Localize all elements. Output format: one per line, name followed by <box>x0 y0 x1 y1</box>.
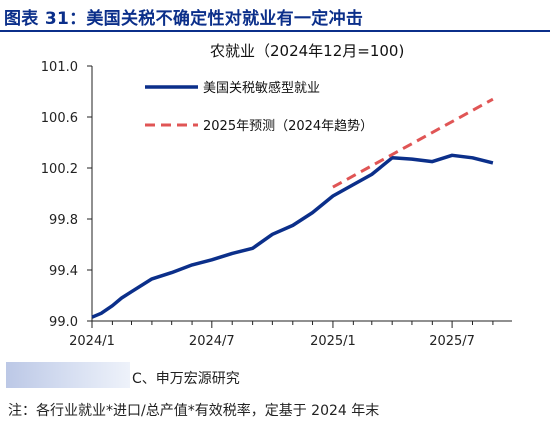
series-line-actual <box>91 153 494 319</box>
source-logo-band <box>6 362 130 388</box>
title-underline <box>0 30 550 32</box>
legend-label-actual: 美国关税敏感型就业 <box>203 80 320 96</box>
y-tick-label: 101.0 <box>41 60 78 75</box>
x-tick-label: 2024/1 <box>69 334 115 349</box>
legend: 美国关税敏感型就业 2025年预测（2024年趋势） <box>145 80 373 134</box>
y-tick-label: 99.4 <box>49 264 78 279</box>
x-tick-label: 2025/7 <box>429 334 475 349</box>
series-line-forecast <box>332 97 494 189</box>
figure-title: 图表 31：美国关税不确定性对就业有一定冲击 <box>4 9 364 29</box>
y-tick-label: 100.2 <box>41 162 78 177</box>
chart-title: 农就业（2024年12月=100) <box>210 42 404 60</box>
legend-label-forecast: 2025年预测（2024年趋势） <box>203 118 373 134</box>
series-layer <box>91 97 494 319</box>
y-tick-label: 99.0 <box>49 315 78 330</box>
y-axis: 99.0 99.4 99.8 100.2 100.6 101.0 <box>41 60 93 330</box>
x-tick-label: 2024/7 <box>189 334 235 349</box>
footnote: 注：各行业就业*进口/总产值*有效税率，定基于 2024 年末 <box>8 403 380 419</box>
y-tick-label: 100.6 <box>41 111 78 126</box>
x-axis: 2024/1 2024/7 2025/1 2025/7 <box>69 320 512 349</box>
source-text: C、申万宏源研究 <box>132 371 240 387</box>
x-tick-label: 2025/1 <box>310 334 356 349</box>
y-tick-label: 99.8 <box>49 213 78 228</box>
